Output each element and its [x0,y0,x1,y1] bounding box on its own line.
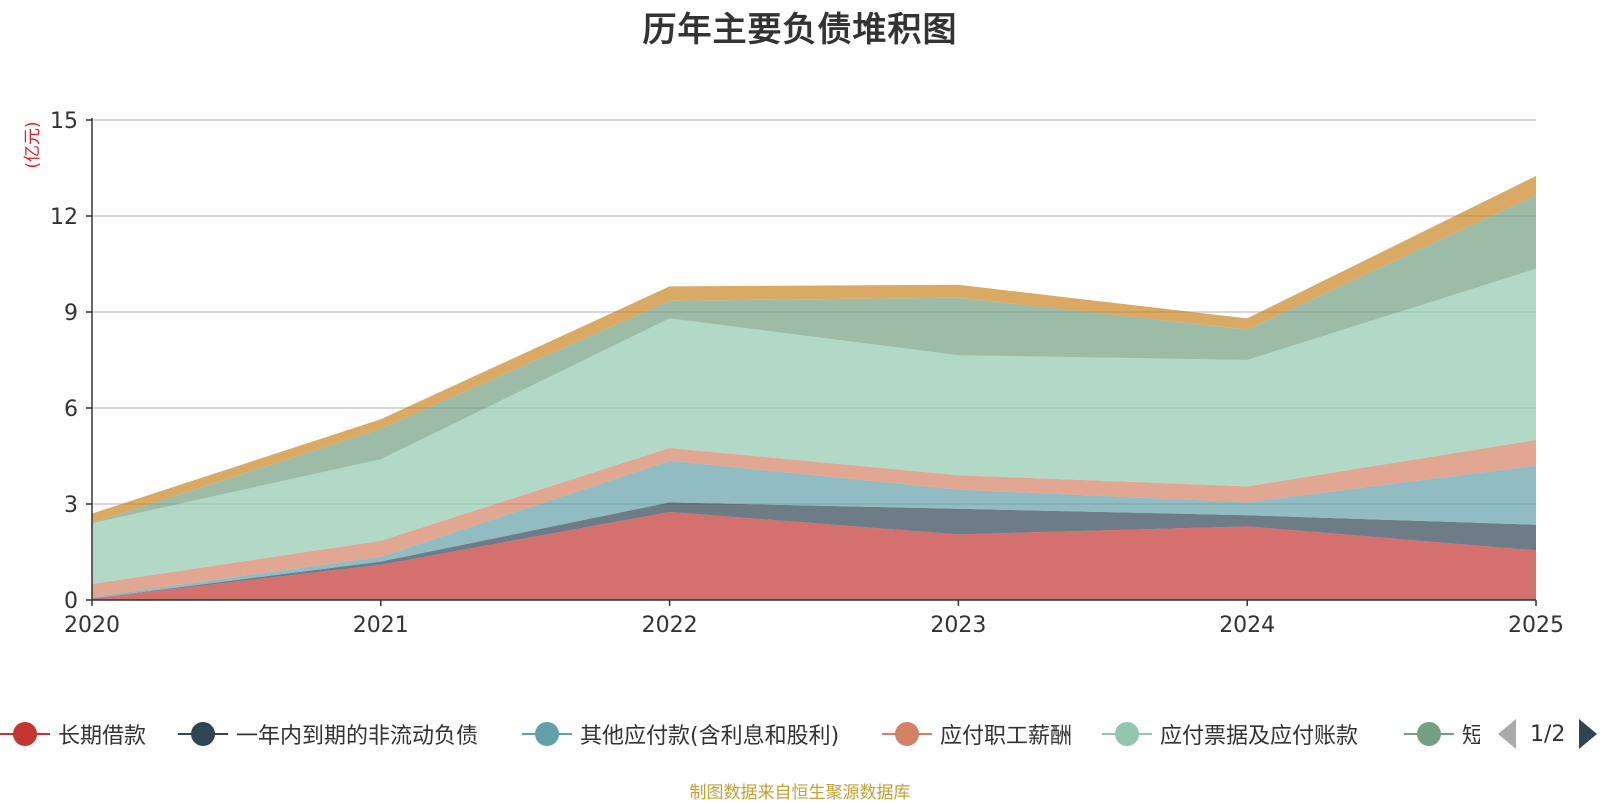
legend-item-employee-pay[interactable]: 应付职工薪酬 [882,712,1072,756]
y-tick-label: 12 [50,205,78,230]
area-series [92,176,1536,600]
legend-item-current-noncurrent-liabilities[interactable]: 一年内到期的非流动负债 [178,712,478,756]
legend-marker-icon [882,712,932,756]
area-series-5[interactable] [92,195,1536,524]
legend-page-indicator: 1/2 [1530,721,1566,747]
axes: 0 3 6 9 12 15 2020 2021 2022 2023 2024 2025 [50,109,1564,638]
legend-label: 应付职工薪酬 [940,724,1073,749]
legend-label: 长期借款 [58,724,147,749]
legend-marker-icon [1102,712,1152,756]
legend-label: 短 [1462,724,1480,749]
legend-marker-icon [0,712,50,756]
legend: 长期借款 一年内到期的非流动负债 其他应付款(含利息和股利) 应付职工薪酬 应付… [0,712,1480,756]
y-tick-label: 15 [50,109,78,134]
y-tick-label: 3 [64,493,78,518]
legend-item-long-term-loan[interactable]: 长期借款 [0,712,146,756]
area-series-3[interactable] [92,440,1536,597]
legend-label: 应付票据及应付账款 [1160,724,1359,749]
y-axis-unit-label: (亿元) [23,121,43,168]
legend-marker-icon [1404,712,1454,756]
legend-item-notes-accounts-payable[interactable]: 应付票据及应付账款 [1102,712,1358,756]
legend-label: 一年内到期的非流动负债 [236,724,479,749]
x-tick-label: 2021 [353,613,409,638]
next-page-icon[interactable] [1579,719,1598,749]
x-tick-label: 2020 [64,613,120,638]
x-tick-label: 2024 [1219,613,1275,638]
x-tick-label: 2025 [1508,613,1564,638]
stacked-area-chart: 0 3 6 9 12 15 2020 2021 2022 2023 2024 2025 (亿元) [23,109,1564,638]
y-tick-label: 9 [64,301,78,326]
data-source-note: 制图数据来自恒生聚源数据库 [689,783,911,803]
area-series-1[interactable] [92,502,1536,599]
area-series-4[interactable] [92,268,1536,584]
legend-item-short-term-loan[interactable]: 短 [1404,712,1480,756]
legend-marker-icon [522,712,572,756]
x-tick-label: 2023 [930,613,986,638]
chart-title: 历年主要负债堆积图 [642,10,958,50]
area-series-2[interactable] [92,460,1536,599]
area-series-0[interactable] [92,512,1536,600]
legend-pager: 1/2 [1498,716,1598,752]
y-tick-label: 6 [64,397,78,422]
legend-label: 其他应付款(含利息和股利) [580,724,840,749]
x-tick-label: 2022 [642,613,698,638]
legend-item-other-payables[interactable]: 其他应付款(含利息和股利) [522,712,839,756]
y-tick-label: 0 [64,589,78,614]
prev-page-icon[interactable] [1498,719,1516,749]
legend-marker-icon [178,712,228,756]
